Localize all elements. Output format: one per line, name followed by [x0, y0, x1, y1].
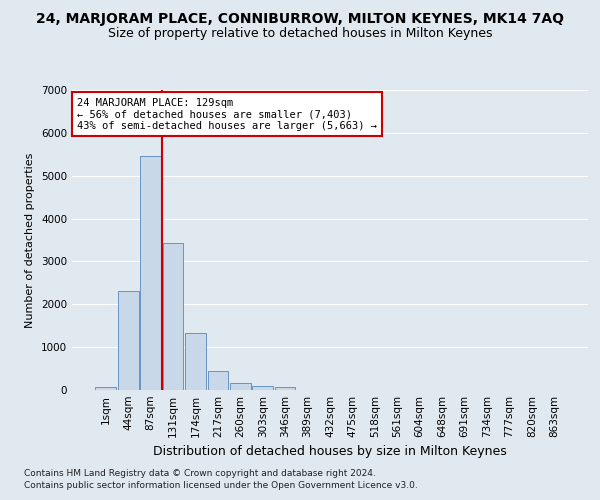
Text: Contains public sector information licensed under the Open Government Licence v3: Contains public sector information licen…	[24, 481, 418, 490]
Bar	[140, 156, 161, 390]
Bar	[95, 386, 116, 390]
Bar	[118, 292, 139, 390]
Bar	[163, 243, 184, 390]
Bar	[185, 334, 206, 390]
Text: Size of property relative to detached houses in Milton Keynes: Size of property relative to detached ho…	[108, 28, 492, 40]
X-axis label: Distribution of detached houses by size in Milton Keynes: Distribution of detached houses by size …	[153, 446, 507, 458]
Bar	[275, 388, 295, 390]
Text: 24 MARJORAM PLACE: 129sqm
← 56% of detached houses are smaller (7,403)
43% of se: 24 MARJORAM PLACE: 129sqm ← 56% of detac…	[77, 98, 377, 130]
Bar	[253, 386, 273, 390]
Text: 24, MARJORAM PLACE, CONNIBURROW, MILTON KEYNES, MK14 7AQ: 24, MARJORAM PLACE, CONNIBURROW, MILTON …	[36, 12, 564, 26]
Y-axis label: Number of detached properties: Number of detached properties	[25, 152, 35, 328]
Bar	[230, 383, 251, 390]
Text: Contains HM Land Registry data © Crown copyright and database right 2024.: Contains HM Land Registry data © Crown c…	[24, 468, 376, 477]
Bar	[208, 371, 228, 390]
